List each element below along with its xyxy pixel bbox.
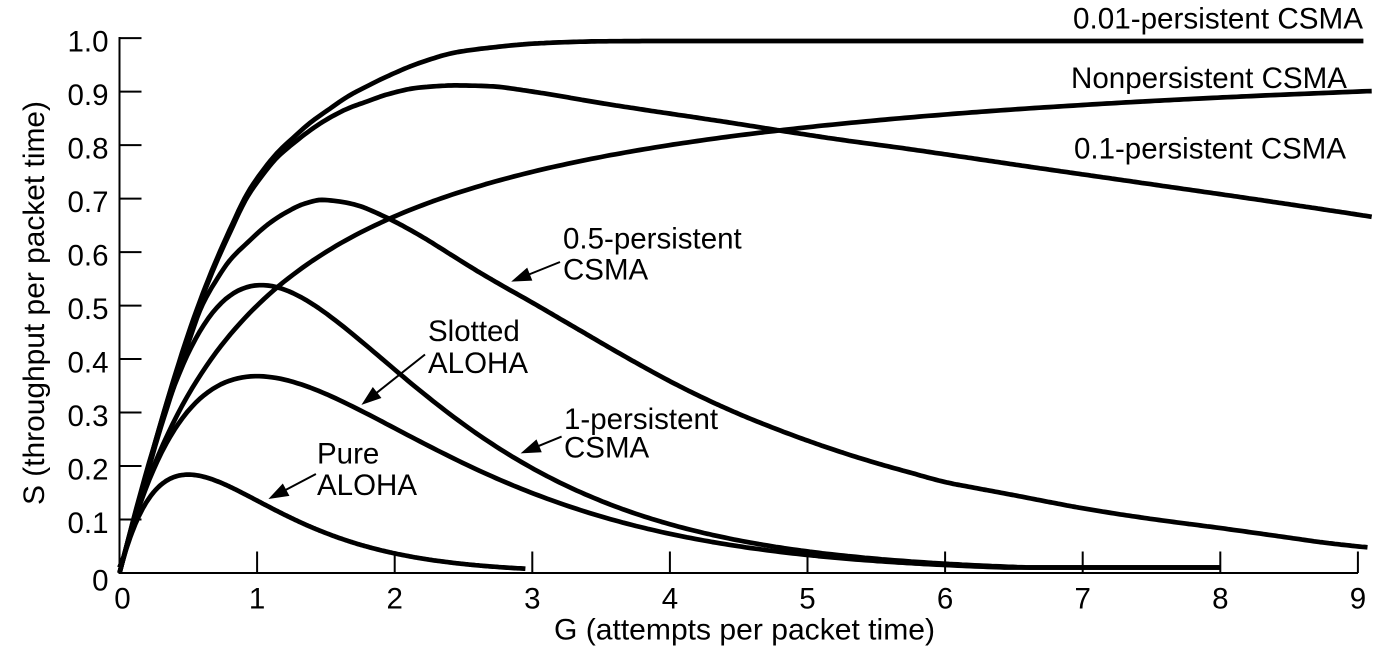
- svg-text:0.7: 0.7: [67, 186, 108, 219]
- svg-text:5: 5: [799, 583, 815, 616]
- svg-text:8: 8: [1212, 583, 1228, 616]
- svg-text:0.5: 0.5: [67, 293, 108, 326]
- svg-text:3: 3: [524, 583, 540, 616]
- svg-text:0: 0: [114, 583, 130, 616]
- svg-text:0.5-persistent: 0.5-persistent: [563, 222, 742, 255]
- svg-text:0.8: 0.8: [67, 133, 108, 166]
- svg-text:1.0: 1.0: [67, 26, 108, 59]
- svg-text:0.01-persistent CSMA: 0.01-persistent CSMA: [1073, 3, 1363, 36]
- svg-text:ALOHA: ALOHA: [317, 469, 417, 502]
- svg-text:G (attempts per packet time): G (attempts per packet time): [554, 614, 935, 647]
- svg-text:0.1: 0.1: [67, 507, 108, 540]
- svg-text:0.1-persistent CSMA: 0.1-persistent CSMA: [1074, 133, 1346, 166]
- svg-text:0.6: 0.6: [67, 240, 108, 273]
- svg-text:CSMA: CSMA: [563, 254, 649, 287]
- svg-text:9: 9: [1350, 583, 1366, 616]
- svg-text:Nonpersistent CSMA: Nonpersistent CSMA: [1071, 62, 1347, 95]
- svg-text:4: 4: [662, 583, 678, 616]
- svg-text:CSMA: CSMA: [564, 431, 650, 464]
- svg-text:0: 0: [92, 565, 108, 598]
- svg-text:1-persistent: 1-persistent: [564, 403, 718, 436]
- svg-text:2: 2: [386, 583, 402, 616]
- svg-text:1: 1: [249, 583, 265, 616]
- svg-text:ALOHA: ALOHA: [428, 347, 528, 380]
- svg-text:Slotted: Slotted: [428, 315, 520, 348]
- svg-text:0.3: 0.3: [67, 400, 108, 433]
- svg-text:0.4: 0.4: [67, 347, 108, 380]
- svg-text:0.2: 0.2: [67, 454, 108, 487]
- svg-text:6: 6: [937, 583, 953, 616]
- svg-text:0.9: 0.9: [67, 79, 108, 112]
- svg-text:S (throughput per packet time): S (throughput per packet time): [18, 101, 51, 505]
- svg-text:7: 7: [1074, 583, 1090, 616]
- svg-text:Pure: Pure: [317, 438, 379, 471]
